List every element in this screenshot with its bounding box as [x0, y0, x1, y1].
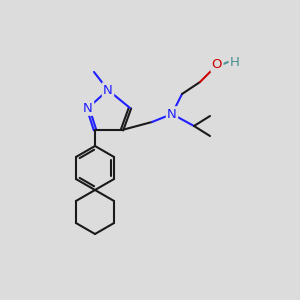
Text: N: N — [103, 83, 113, 97]
Text: N: N — [83, 101, 93, 115]
Text: N: N — [167, 107, 177, 121]
Text: H: H — [230, 56, 240, 68]
Text: O: O — [212, 58, 222, 71]
